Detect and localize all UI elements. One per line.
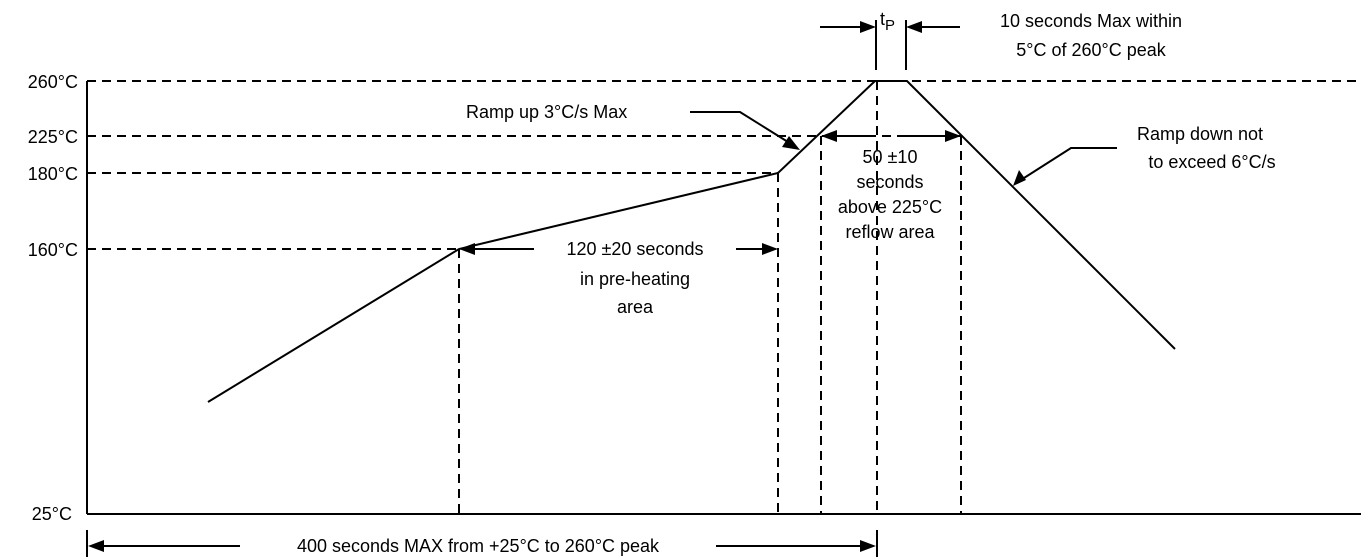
tp-label: tP	[880, 9, 895, 34]
reflow-right-arrowhead	[945, 130, 961, 142]
ramp-down-line2: to exceed 6°C/s	[1148, 152, 1275, 172]
ramp-down-arrowhead	[1013, 170, 1026, 186]
preheat-line2: in pre-heating	[580, 269, 690, 289]
reflow-line2: seconds	[856, 172, 923, 192]
reflow-line1: 50 ±10	[863, 147, 918, 167]
ramp-up-label: Ramp up 3°C/s Max	[466, 102, 627, 122]
reflow-line4: reflow area	[845, 222, 935, 242]
reflow-left-arrowhead	[821, 130, 837, 142]
ramp-down-leader	[1023, 147, 1117, 179]
total-left-arrowhead	[88, 540, 104, 552]
temp-label-225: 225°C	[28, 127, 78, 147]
total-time-label: 400 seconds MAX from +25°C to 260°C peak	[297, 536, 660, 556]
temp-label-260: 260°C	[28, 72, 78, 92]
ramp-up-arrowhead	[782, 136, 800, 150]
preheat-line3: area	[617, 297, 654, 317]
reflow-line3: above 225°C	[838, 197, 942, 217]
ramp-up-leader	[690, 111, 789, 143]
preheat-right-arrowhead	[762, 243, 778, 255]
reflow-profile-curve	[207, 80, 1176, 403]
temp-label-25: 25°C	[32, 504, 72, 524]
tp-right-arrowhead	[906, 21, 922, 33]
ramp-down-line1: Ramp down not	[1137, 124, 1263, 144]
preheat-left-arrowhead	[459, 243, 475, 255]
total-right-arrowhead	[860, 540, 876, 552]
peak-time-line1: 10 seconds Max within	[1000, 11, 1182, 31]
preheat-line1: 120 ±20 seconds	[567, 239, 704, 259]
temp-label-160: 160°C	[28, 240, 78, 260]
temp-label-180: 180°C	[28, 164, 78, 184]
tp-left-arrowhead	[860, 21, 876, 33]
peak-time-line2: 5°C of 260°C peak	[1016, 40, 1166, 60]
